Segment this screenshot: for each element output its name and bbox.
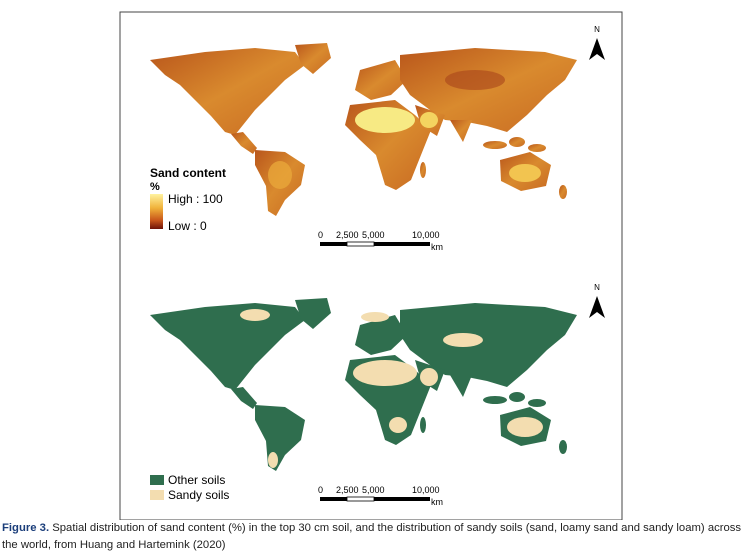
- legend-label: Sandy soils: [168, 488, 229, 502]
- scale-label: 2,500: [336, 230, 359, 240]
- caption-text: Spatial distribution of sand content (%)…: [2, 522, 742, 551]
- sandy-soils-map: [150, 298, 577, 471]
- legend-low: Low : 0: [168, 219, 207, 233]
- figure: Sand content % High : 100 Low : 0 0 2,50…: [119, 11, 623, 520]
- north-arrow: N: [589, 25, 605, 60]
- legend-swatch: [150, 490, 164, 500]
- legend-ramp: [150, 194, 163, 229]
- sand-content-map: [150, 43, 577, 216]
- legend-title: Sand content: [150, 166, 226, 180]
- scale-unit: km: [431, 497, 443, 507]
- legend-unit: %: [150, 181, 160, 193]
- frame: [119, 11, 623, 520]
- north-label: N: [594, 25, 600, 34]
- scale-bar: 0 2,500 5,000 10,000 km: [318, 230, 443, 252]
- scale-label: 2,500: [336, 485, 359, 495]
- north-arrow: N: [589, 283, 605, 318]
- legend-high: High : 100: [168, 192, 223, 206]
- scale-bar: 0 2,500 5,000 10,000 km: [318, 485, 443, 507]
- scale-label: 10,000: [412, 485, 440, 495]
- scale-label: 5,000: [362, 230, 385, 240]
- caption: Figure 3. Spatial distribution of sand c…: [2, 520, 746, 554]
- legend-swatch: [150, 475, 164, 485]
- caption-label: Figure 3.: [2, 522, 50, 534]
- scale-label: 0: [318, 485, 323, 495]
- scale-label: 10,000: [412, 230, 440, 240]
- scale-unit: km: [431, 242, 443, 252]
- scale-label: 0: [318, 230, 323, 240]
- scale-label: 5,000: [362, 485, 385, 495]
- north-label: N: [594, 283, 600, 292]
- legend-label: Other soils: [168, 473, 225, 487]
